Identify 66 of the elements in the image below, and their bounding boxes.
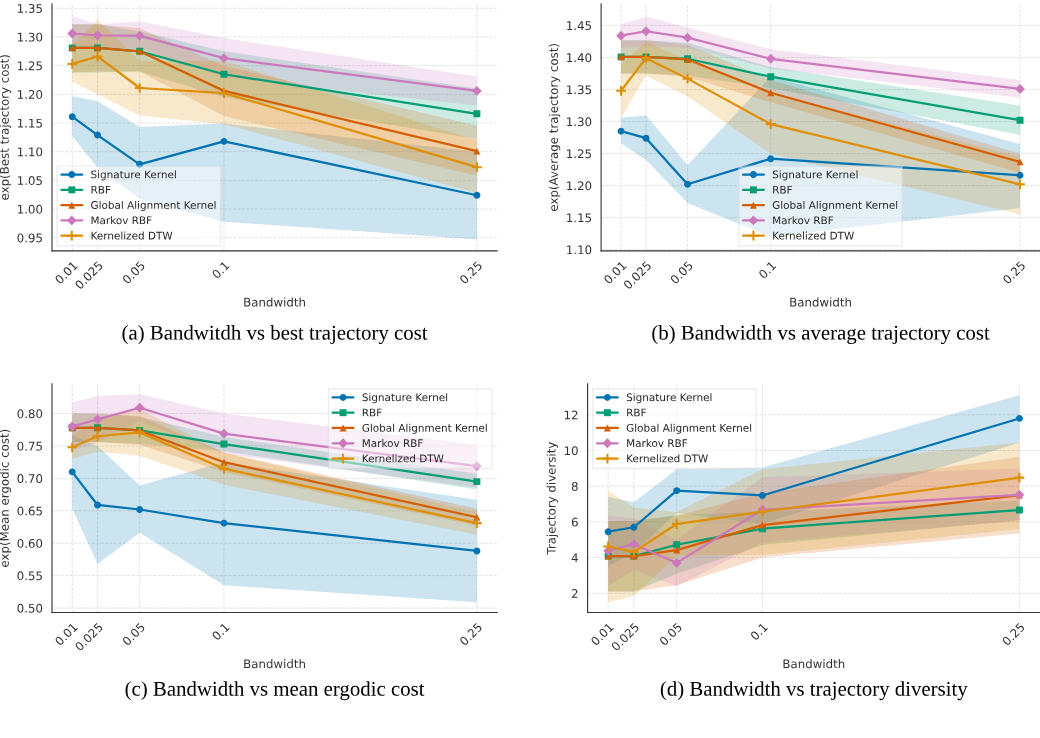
legend-label: Kernelized DTW: [91, 231, 173, 240]
x-tick-label: 0.1: [211, 622, 230, 641]
legend-label: RBF: [91, 185, 111, 194]
y-tick-label: 1.25: [567, 149, 592, 159]
x-axis-title: Bandwidth: [783, 659, 845, 669]
y-tick-label: 1.05: [17, 176, 42, 186]
text: (c) Bandwidth vs mean ergodic cost: [125, 681, 425, 701]
y-tick-label: 1.10: [567, 245, 592, 255]
y-tick-label: 10: [564, 446, 578, 456]
legend-label: RBF: [627, 408, 646, 417]
legend-label: Markov RBF: [362, 439, 423, 448]
x-tick-label: 0.1: [758, 260, 777, 280]
y-tick-label: 1.40: [567, 53, 592, 63]
text: (d) Bandwidth vs trajectory diversity: [660, 681, 968, 701]
y-tick-label: 0.60: [17, 538, 43, 548]
y-tick-label: 0.50: [17, 603, 43, 613]
legend-label: Global Alignment Kernel: [626, 423, 752, 434]
x-tick-label: 0.1: [211, 260, 230, 280]
y-tick-label: 0.65: [17, 506, 42, 516]
legend-label: Markov RBF: [773, 216, 834, 225]
y-axis-title: exp(Mean ergodic cost): [0, 429, 12, 567]
y-tick-label: 0.55: [17, 571, 42, 581]
legend-label: Signature Kernel: [772, 170, 858, 181]
x-axis-title: Bandwidth: [790, 297, 851, 307]
legend-label: Global Alignment Kernel: [91, 200, 216, 211]
x-axis-title: Bandwidth: [244, 659, 305, 669]
legend-label: Signature Kernel: [626, 393, 712, 404]
y-axis-title: exp(Average trajectory cost): [548, 43, 561, 211]
y-tick-label: 1.10: [17, 147, 43, 157]
y-tick-label: 1.20: [17, 90, 43, 99]
legend-label: Global Alignment Kernel: [362, 423, 487, 434]
y-tick-label: 0.95: [17, 233, 42, 243]
y-tick-label: 1.45: [567, 21, 592, 31]
y-tick-label: 1.20: [567, 181, 592, 191]
y-tick-label: 1.00: [17, 204, 43, 214]
y-tick-label: 1.15: [567, 213, 592, 223]
y-tick-label: 1.30: [567, 117, 592, 127]
y-tick-label: 1.15: [17, 118, 42, 128]
legend-label: Kernelized DTW: [627, 454, 708, 463]
y-tick-label: 1.30: [17, 32, 43, 42]
legend-label: Kernelized DTW: [362, 454, 444, 463]
x-axis-title: Bandwidth: [244, 297, 305, 307]
y-tick-label: 12: [564, 410, 578, 420]
legend-label: RBF: [362, 408, 382, 417]
legend-label: Kernelized DTW: [773, 231, 854, 240]
legend-label: Signature Kernel: [362, 393, 448, 404]
y-axis-title: Trajectory diversity: [546, 442, 558, 555]
y-tick-label: 6: [571, 517, 578, 527]
text: (a) Bandwitdh vs best trajectory cost: [122, 325, 428, 345]
y-tick-label: 0.80: [17, 409, 43, 419]
y-tick-label: 1.35: [17, 4, 42, 13]
legend-label: RBF: [773, 185, 792, 194]
legend-label: Global Alignment Kernel: [772, 200, 898, 211]
y-tick-label: 0.75: [17, 441, 42, 451]
y-axis-title: exp(Best trajectory cost): [0, 55, 12, 200]
legend-label: Markov RBF: [91, 216, 152, 225]
legend-label: Markov RBF: [627, 439, 688, 448]
y-tick-label: 1.35: [567, 85, 592, 95]
y-tick-label: 0.70: [17, 474, 43, 484]
y-tick-label: 1.25: [17, 61, 42, 71]
x-tick-label: 0.1: [749, 622, 769, 641]
y-tick-label: 8: [571, 481, 578, 491]
text: (b) Bandwidth vs average trajectory cost: [652, 325, 990, 345]
y-tick-label: 4: [571, 553, 578, 563]
y-tick-label: 2: [571, 588, 578, 598]
legend-label: Signature Kernel: [91, 170, 176, 181]
